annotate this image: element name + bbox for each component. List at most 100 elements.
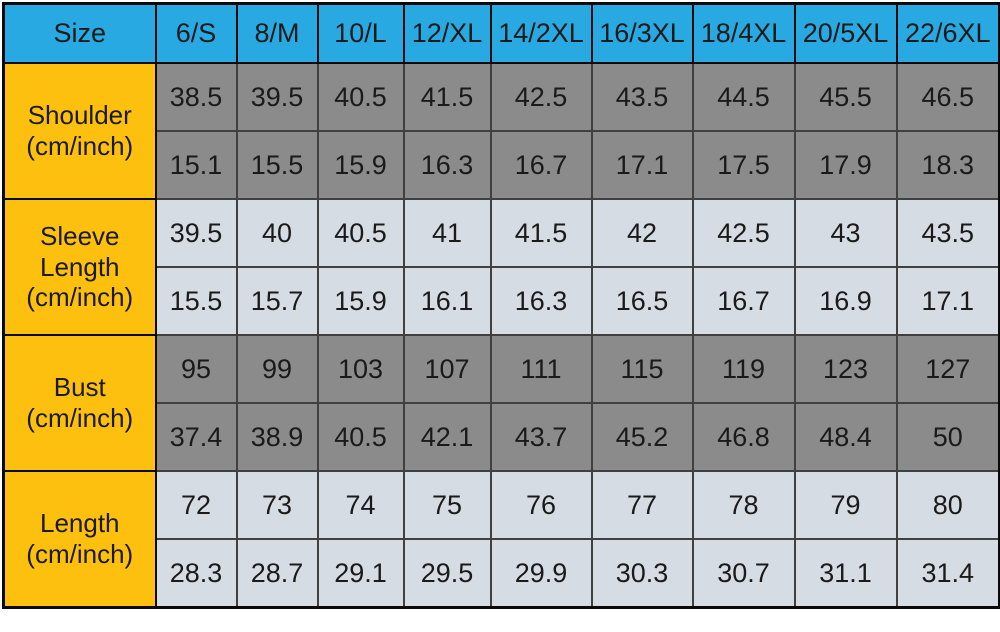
value-cell: 46.8 bbox=[691, 402, 796, 472]
value-cell: 77 bbox=[590, 470, 694, 540]
value-cell: 17.1 bbox=[895, 266, 1000, 336]
value-cell: 16.7 bbox=[691, 266, 796, 336]
value-cell: 37.4 bbox=[154, 402, 238, 472]
value-cell: 39.5 bbox=[235, 62, 319, 132]
value-cell: 42 bbox=[590, 198, 694, 268]
value-cell: 39.5 bbox=[154, 198, 238, 268]
value-cell: 40.5 bbox=[316, 198, 405, 268]
value-cell: 43.7 bbox=[489, 402, 593, 472]
value-cell: 15.9 bbox=[316, 266, 405, 336]
value-cell: 41.5 bbox=[402, 62, 492, 132]
value-cell: 42.1 bbox=[402, 402, 492, 472]
value-cell: 16.5 bbox=[590, 266, 694, 336]
value-cell: 107 bbox=[402, 334, 492, 404]
value-cell: 43 bbox=[793, 198, 898, 268]
value-cell: 72 bbox=[154, 470, 238, 540]
value-cell: 40.5 bbox=[316, 402, 405, 472]
value-cell: 16.1 bbox=[402, 266, 492, 336]
size-chart-table: Size 6/S 8/M 10/L 12/XL 14/2XL 16/3XL 18… bbox=[2, 2, 1000, 609]
shoulder-band: Shoulder (cm/inch) 38.5 39.5 40.5 41.5 4… bbox=[2, 62, 1000, 200]
sleeve-inch-row: 15.5 15.7 15.9 16.1 16.3 16.5 16.7 16.9 … bbox=[4, 266, 1000, 336]
bust-band: Bust (cm/inch) 95 99 103 107 111 115 119… bbox=[2, 334, 1000, 472]
value-cell: 29.9 bbox=[489, 538, 593, 609]
length-inch-row: 28.3 28.7 29.1 29.5 29.9 30.3 30.7 31.1 … bbox=[4, 538, 1000, 609]
value-cell: 46.5 bbox=[895, 62, 1000, 132]
size-column-header: 18/4XL bbox=[691, 2, 796, 64]
size-column-header: 14/2XL bbox=[489, 2, 593, 64]
value-cell: 31.4 bbox=[895, 538, 1000, 609]
value-cell: 80 bbox=[895, 470, 1000, 540]
value-cell: 16.3 bbox=[402, 130, 492, 200]
value-cell: 28.7 bbox=[235, 538, 319, 609]
value-cell: 18.3 bbox=[895, 130, 1000, 200]
sleeve-length-band: Sleeve Length (cm/inch) 39.5 40 40.5 41 … bbox=[2, 198, 1000, 336]
row-label-bust: Bust (cm/inch) bbox=[2, 334, 157, 472]
size-column-header: 12/XL bbox=[402, 2, 492, 64]
bust-cm-row: Bust (cm/inch) 95 99 103 107 111 115 119… bbox=[2, 334, 1000, 472]
value-cell: 78 bbox=[691, 470, 796, 540]
value-cell: 95 bbox=[154, 334, 238, 404]
value-cell: 15.5 bbox=[235, 130, 319, 200]
value-cell: 15.1 bbox=[154, 130, 238, 200]
value-cell: 30.3 bbox=[590, 538, 694, 609]
value-cell: 127 bbox=[895, 334, 1000, 404]
value-cell: 43.5 bbox=[895, 198, 1000, 268]
size-column-header: 6/S bbox=[154, 2, 238, 64]
value-cell: 48.4 bbox=[793, 402, 898, 472]
value-cell: 17.9 bbox=[793, 130, 898, 200]
sleeve-cm-row: Sleeve Length (cm/inch) 39.5 40 40.5 41 … bbox=[2, 198, 1000, 336]
value-cell: 103 bbox=[316, 334, 405, 404]
value-cell: 15.5 bbox=[154, 266, 238, 336]
value-cell: 40 bbox=[235, 198, 319, 268]
bust-inch-row: 37.4 38.9 40.5 42.1 43.7 45.2 46.8 48.4 … bbox=[4, 402, 1000, 472]
shoulder-inch-row: 15.1 15.5 15.9 16.3 16.7 17.1 17.5 17.9 … bbox=[4, 130, 1000, 200]
value-cell: 29.1 bbox=[316, 538, 405, 609]
value-cell: 30.7 bbox=[691, 538, 796, 609]
value-cell: 111 bbox=[489, 334, 593, 404]
value-cell: 16.7 bbox=[489, 130, 593, 200]
size-column-header: 22/6XL bbox=[895, 2, 1000, 64]
value-cell: 31.1 bbox=[793, 538, 898, 609]
value-cell: 42.5 bbox=[691, 198, 796, 268]
value-cell: 42.5 bbox=[489, 62, 593, 132]
value-cell: 76 bbox=[489, 470, 593, 540]
header-row: Size 6/S 8/M 10/L 12/XL 14/2XL 16/3XL 18… bbox=[2, 2, 1000, 64]
value-cell: 41 bbox=[402, 198, 492, 268]
value-cell: 29.5 bbox=[402, 538, 492, 609]
value-cell: 15.7 bbox=[235, 266, 319, 336]
value-cell: 74 bbox=[316, 470, 405, 540]
value-cell: 99 bbox=[235, 334, 319, 404]
size-column-header: 16/3XL bbox=[590, 2, 694, 64]
length-band: Length (cm/inch) 72 73 74 75 76 77 78 79… bbox=[2, 470, 1000, 609]
value-cell: 38.5 bbox=[154, 62, 238, 132]
size-column-header: 8/M bbox=[235, 2, 319, 64]
value-cell: 15.9 bbox=[316, 130, 405, 200]
value-cell: 79 bbox=[793, 470, 898, 540]
row-label-length: Length (cm/inch) bbox=[2, 470, 157, 609]
size-header-cell: Size bbox=[2, 2, 157, 64]
value-cell: 43.5 bbox=[590, 62, 694, 132]
value-cell: 16.9 bbox=[793, 266, 898, 336]
value-cell: 75 bbox=[402, 470, 492, 540]
value-cell: 40.5 bbox=[316, 62, 405, 132]
row-label-sleeve-length: Sleeve Length (cm/inch) bbox=[2, 198, 157, 336]
value-cell: 50 bbox=[895, 402, 1000, 472]
value-cell: 45.5 bbox=[793, 62, 898, 132]
value-cell: 123 bbox=[793, 334, 898, 404]
size-column-header: 20/5XL bbox=[793, 2, 898, 64]
value-cell: 73 bbox=[235, 470, 319, 540]
value-cell: 119 bbox=[691, 334, 796, 404]
length-cm-row: Length (cm/inch) 72 73 74 75 76 77 78 79… bbox=[2, 470, 1000, 609]
value-cell: 115 bbox=[590, 334, 694, 404]
value-cell: 16.3 bbox=[489, 266, 593, 336]
value-cell: 17.1 bbox=[590, 130, 694, 200]
value-cell: 44.5 bbox=[691, 62, 796, 132]
value-cell: 38.9 bbox=[235, 402, 319, 472]
value-cell: 28.3 bbox=[154, 538, 238, 609]
value-cell: 41.5 bbox=[489, 198, 593, 268]
size-column-header: 10/L bbox=[316, 2, 405, 64]
value-cell: 45.2 bbox=[590, 402, 694, 472]
row-label-shoulder: Shoulder (cm/inch) bbox=[2, 62, 157, 200]
value-cell: 17.5 bbox=[691, 130, 796, 200]
